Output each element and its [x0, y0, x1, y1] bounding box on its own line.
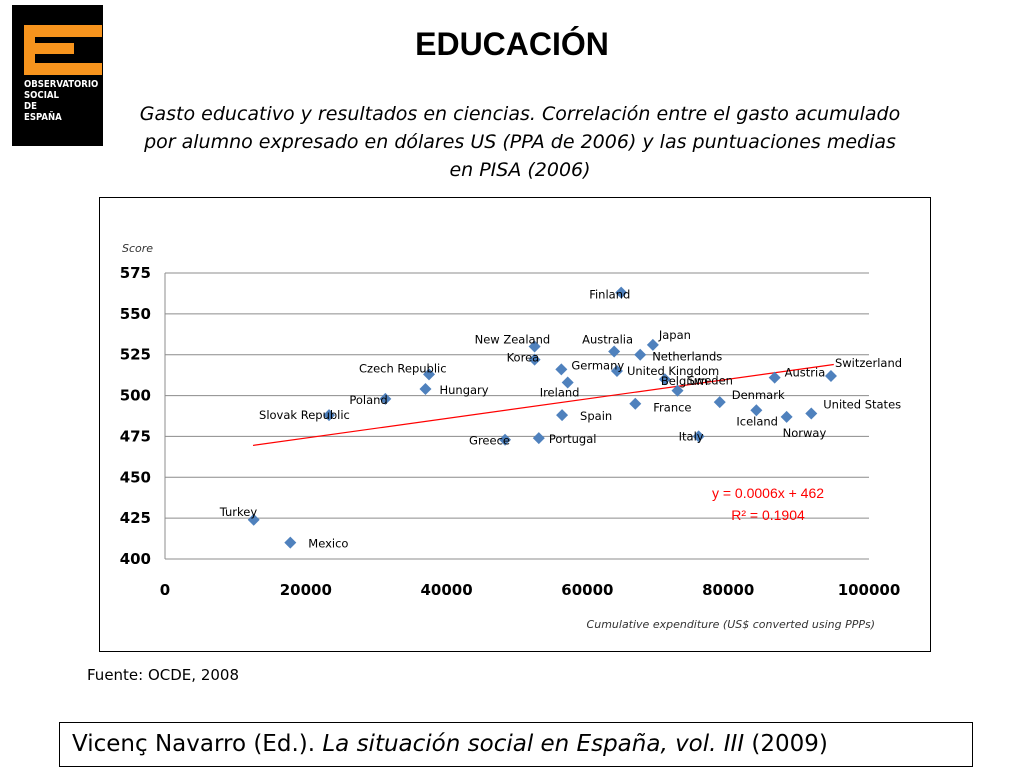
x-tick-label: 100000	[838, 581, 901, 599]
data-point	[671, 384, 684, 397]
y-axis-title: Score	[122, 242, 153, 255]
data-point-label: Greece	[469, 434, 510, 448]
source-note: Fuente: OCDE, 2008	[87, 666, 239, 684]
data-point	[634, 348, 647, 361]
x-tick-label: 60000	[561, 581, 613, 599]
data-point-label: Sweden	[688, 374, 733, 388]
data-point	[555, 363, 568, 376]
data-point-label: Austria	[785, 366, 826, 380]
logo-text: OBSERVATORIO SOCIAL DE ESPAÑA	[24, 79, 102, 123]
data-point	[284, 536, 297, 549]
logo-line: OBSERVATORIO	[24, 79, 99, 90]
data-point-label: Switzerland	[835, 356, 902, 370]
data-point-label: Ireland	[540, 385, 580, 399]
logo-line: SOCIAL	[24, 90, 59, 101]
y-tick-label: 450	[120, 468, 151, 486]
data-point	[615, 286, 628, 299]
data-point	[805, 407, 818, 420]
data-point	[556, 409, 569, 422]
data-point-label: Germany	[571, 358, 624, 372]
data-point	[750, 404, 763, 417]
x-axis-title: Cumulative expenditure (US$ converted us…	[587, 618, 875, 631]
logo-bar-stem	[24, 25, 35, 75]
data-point	[608, 345, 621, 358]
logo-line: DE	[24, 101, 37, 112]
data-point-label: Slovak Republic	[259, 408, 350, 422]
y-tick-label: 525	[120, 346, 151, 364]
data-point-label: Japan	[658, 328, 691, 342]
citation-box: Vicenç Navarro (Ed.). La situación socia…	[59, 722, 973, 767]
citation-title: La situación social en España, vol. III	[322, 731, 745, 757]
r-squared-label: R² = 0.1904	[731, 507, 805, 523]
chart-canvas: 400 425 450 475 500 525 550 575 0 20000 40000 60000…	[120, 242, 902, 631]
data-point	[561, 376, 574, 389]
y-tick-label: 425	[120, 509, 151, 527]
citation-year: (2009)	[744, 731, 828, 757]
data-point	[528, 353, 541, 366]
citation-author: Vicenç Navarro (Ed.).	[72, 731, 323, 757]
data-point-label: Netherlands	[652, 350, 722, 364]
x-tick-label: 40000	[421, 581, 473, 599]
data-point-label: France	[653, 401, 691, 415]
logo-bar-top	[24, 25, 102, 37]
page-subtitle: Gasto educativo y resultados en ciencias…	[139, 103, 901, 181]
page-title: EDUCACIÓN	[415, 26, 609, 62]
y-tick-label: 550	[120, 305, 151, 323]
data-point	[692, 430, 705, 443]
trendline	[252, 363, 834, 447]
y-tick-label: 575	[120, 264, 151, 282]
data-point-label: Norway	[783, 426, 827, 440]
data-point-label: Czech Republic	[359, 361, 447, 375]
data-point-label: Italy	[679, 429, 704, 443]
data-point	[532, 432, 545, 445]
data-point	[780, 410, 793, 423]
data-point-label: Hungary	[439, 383, 488, 397]
data-point-label: Belgium	[661, 374, 708, 388]
data-point-label: Iceland	[736, 414, 778, 428]
data-point-label: Mexico	[308, 537, 348, 551]
data-point-label: Spain	[580, 409, 612, 423]
observatorio-logo: OBSERVATORIO SOCIAL DE ESPAÑA	[12, 5, 103, 146]
data-point-label: United Kingdom	[627, 364, 719, 378]
data-point	[629, 397, 642, 410]
data-point	[658, 373, 671, 386]
data-point	[323, 409, 336, 422]
data-point	[768, 371, 781, 384]
x-tick-label: 20000	[280, 581, 332, 599]
data-point-label: Korea	[507, 351, 540, 365]
data-point	[423, 368, 435, 381]
data-point	[646, 338, 659, 351]
data-point	[247, 513, 260, 526]
data-point	[528, 340, 541, 353]
data-point-label: Denmark	[732, 388, 785, 402]
x-tick-label: 0	[160, 581, 170, 599]
data-point-label: Poland	[349, 393, 387, 407]
data-point	[713, 396, 726, 409]
logo-line: ESPAÑA	[24, 112, 62, 123]
data-point-label: Portugal	[549, 432, 597, 446]
data-point	[499, 433, 512, 446]
data-point	[379, 392, 392, 405]
scatter-chart: 400 425 450 475 500 525 550 575 0 20000 40000 60000…	[99, 197, 931, 652]
data-point-label: New Zealand	[475, 333, 551, 347]
data-point	[419, 383, 432, 396]
y-tick-label: 500	[120, 387, 151, 405]
data-point-label: Finland	[589, 288, 630, 302]
logo-bar-middle	[24, 43, 74, 54]
x-tick-label: 80000	[702, 581, 754, 599]
regression-equation: y = 0.0006x + 462	[712, 485, 824, 501]
logo-bar-bottom	[24, 63, 102, 75]
y-tick-label: 400	[120, 550, 151, 568]
data-point	[824, 369, 837, 382]
data-point	[610, 365, 623, 378]
data-point-label: Turkey	[219, 505, 258, 519]
data-point-label: United States	[823, 398, 901, 412]
y-tick-label: 475	[120, 427, 151, 445]
data-point-label: Australia	[582, 332, 633, 346]
